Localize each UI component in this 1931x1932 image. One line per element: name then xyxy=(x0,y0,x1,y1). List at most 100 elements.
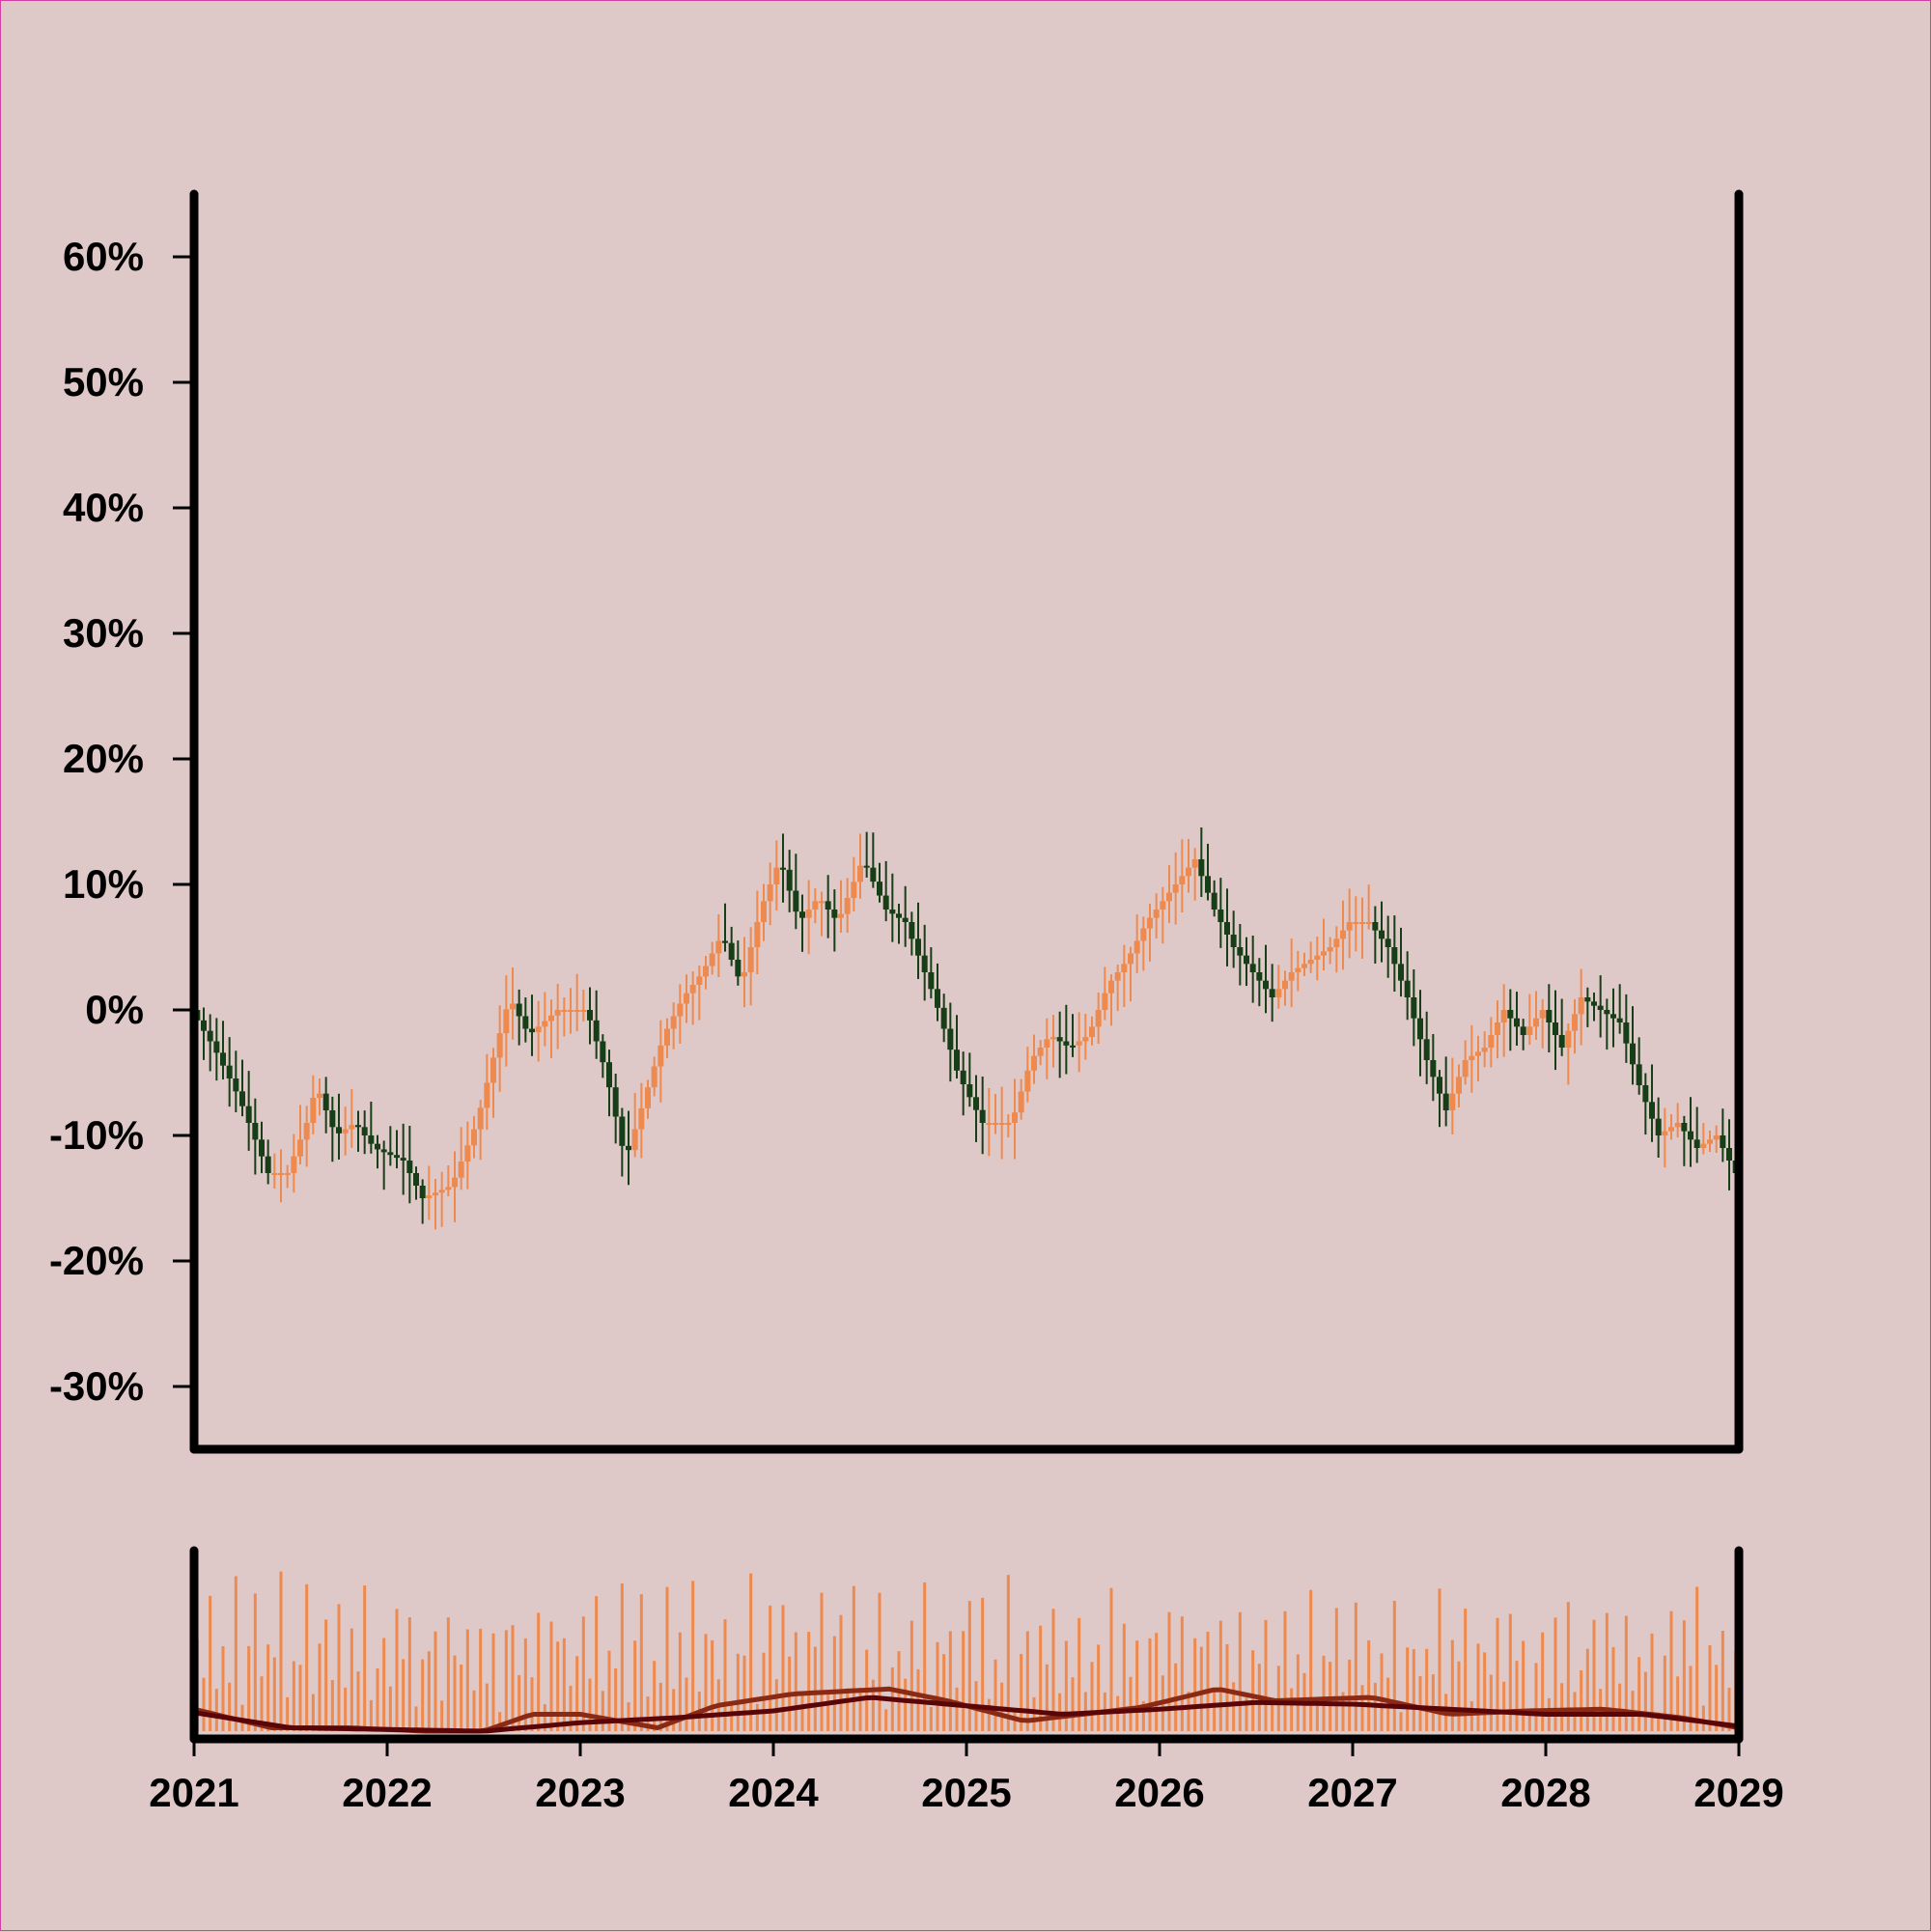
candle-body xyxy=(1616,1018,1623,1022)
candle-body xyxy=(284,1173,291,1175)
y-tick-label: -10% xyxy=(49,1112,144,1158)
candle-body xyxy=(1610,1014,1616,1019)
candle-body xyxy=(1662,1131,1668,1135)
candle-body xyxy=(1514,1018,1520,1027)
candle-body xyxy=(1244,955,1249,965)
candle-body xyxy=(1533,1018,1539,1027)
candle-body xyxy=(1385,938,1391,947)
candle-body xyxy=(606,1062,612,1088)
y-tick-label: 40% xyxy=(63,485,144,530)
candle-body xyxy=(742,972,747,977)
candle-body xyxy=(464,1145,471,1162)
candle-body xyxy=(1082,1037,1089,1042)
candle-body xyxy=(297,1139,303,1157)
candle-body xyxy=(1198,859,1205,877)
candle-body xyxy=(1417,1018,1423,1040)
candle-body xyxy=(1012,1112,1018,1123)
candle-body xyxy=(1668,1127,1674,1132)
candle-body xyxy=(317,1093,322,1098)
candle-body xyxy=(529,1028,535,1033)
candle-body xyxy=(728,942,735,960)
candle-body xyxy=(561,1010,568,1012)
x-tick-label: 2022 xyxy=(342,1770,432,1815)
x-tick-label: 2025 xyxy=(921,1770,1011,1815)
candle-body xyxy=(574,1010,580,1012)
candle-body xyxy=(1623,1022,1630,1044)
axes xyxy=(173,189,1744,1756)
candle-body xyxy=(220,1052,226,1066)
candle-body xyxy=(1321,951,1327,956)
candle-body xyxy=(496,1033,503,1058)
candle-body xyxy=(1423,1039,1430,1060)
candle-body xyxy=(703,966,709,977)
candle-body xyxy=(1256,972,1263,981)
candle-body xyxy=(631,1129,638,1151)
candle-body xyxy=(1449,1093,1456,1110)
candle-body xyxy=(1211,892,1217,910)
candle-body xyxy=(1160,901,1166,910)
candle-body xyxy=(1353,922,1359,924)
candle-body xyxy=(542,1021,548,1027)
candle-body xyxy=(375,1143,380,1150)
candle-body xyxy=(522,1016,529,1029)
candle-body xyxy=(1565,1030,1572,1048)
candle-body xyxy=(993,1123,998,1125)
candle-body xyxy=(658,1045,664,1067)
candle-body xyxy=(1500,1010,1507,1022)
candle-body xyxy=(626,1145,631,1151)
candle-body xyxy=(1720,1135,1726,1148)
candle-body xyxy=(735,960,742,977)
candle-body xyxy=(1430,1060,1437,1078)
candle-body xyxy=(265,1156,271,1173)
candle-body xyxy=(490,1057,496,1083)
candle-body xyxy=(1693,1139,1700,1148)
candle-body xyxy=(799,911,805,918)
candle-body xyxy=(1269,989,1275,997)
candle-body xyxy=(1404,980,1411,997)
candle-body xyxy=(1005,1123,1012,1125)
candle-body xyxy=(1024,1070,1031,1092)
candle-body xyxy=(805,910,812,918)
candle-body xyxy=(593,1020,600,1042)
candle-body xyxy=(445,1187,452,1190)
candle-body xyxy=(773,867,780,884)
candle-body xyxy=(458,1162,464,1178)
candle-body xyxy=(1379,930,1385,939)
candle-body xyxy=(1539,1010,1546,1019)
x-tick-label: 2027 xyxy=(1307,1770,1397,1815)
y-tick-label: 60% xyxy=(63,234,144,279)
candle-body xyxy=(1642,1085,1649,1103)
candle-body xyxy=(645,1087,651,1108)
candle-body xyxy=(1442,1093,1449,1110)
candle-body xyxy=(413,1173,419,1186)
candle-body xyxy=(1179,876,1186,884)
candle-body xyxy=(857,865,863,882)
candle-body xyxy=(1102,993,1108,1010)
x-tick-label: 2021 xyxy=(149,1770,238,1815)
candle-body xyxy=(406,1161,413,1173)
candle-body xyxy=(709,953,715,966)
candle-body xyxy=(271,1173,278,1175)
x-tick-label: 2026 xyxy=(1114,1770,1204,1815)
candle-body xyxy=(1295,967,1301,972)
candle-body xyxy=(1372,922,1379,931)
candle-body xyxy=(1346,922,1353,931)
candle-body xyxy=(239,1091,245,1106)
candle-body xyxy=(245,1106,252,1123)
candle-body xyxy=(1481,1048,1488,1052)
candle-body xyxy=(516,1003,522,1017)
candle-body xyxy=(1546,1010,1553,1022)
candle-body xyxy=(921,955,928,972)
candle-body xyxy=(1700,1143,1707,1148)
candle-body xyxy=(838,913,844,918)
candle-body xyxy=(1050,1037,1056,1040)
candle-body xyxy=(1288,972,1295,981)
price-candles xyxy=(194,826,1739,1230)
candle-body xyxy=(1249,964,1256,972)
candle-body xyxy=(1128,953,1133,965)
candle-body xyxy=(767,884,773,902)
x-tick-label: 2029 xyxy=(1693,1770,1783,1815)
candle-body xyxy=(1076,1041,1082,1046)
candle-body xyxy=(419,1186,426,1198)
